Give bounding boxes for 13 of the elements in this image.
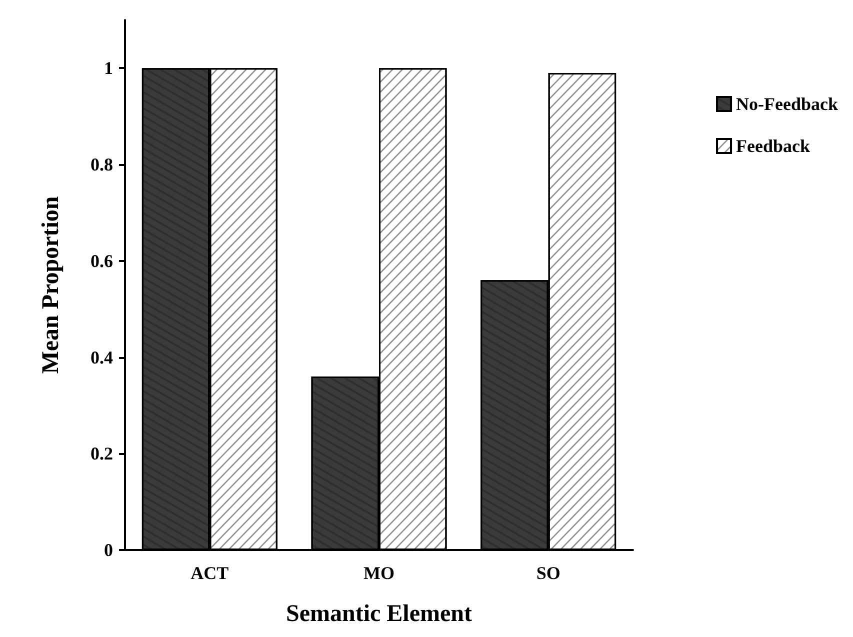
y-tick-label: 0.4: [90, 347, 113, 368]
y-tick-label: 0.8: [90, 154, 113, 175]
x-tick-label: SO: [536, 563, 560, 583]
y-tick-label: 1: [104, 58, 113, 78]
y-axis-title: Mean Proportion: [38, 196, 64, 374]
legend-label: Feedback: [736, 136, 810, 156]
x-tick-label: MO: [364, 563, 394, 583]
x-axis-title: Semantic Element: [286, 601, 472, 627]
x-tick-label: ACT: [190, 563, 229, 583]
legend-label: No-Feedback: [736, 94, 838, 114]
y-tick-label: 0.6: [90, 250, 113, 271]
y-tick-label: 0.2: [90, 444, 113, 464]
y-tick-label: 0: [104, 540, 113, 560]
